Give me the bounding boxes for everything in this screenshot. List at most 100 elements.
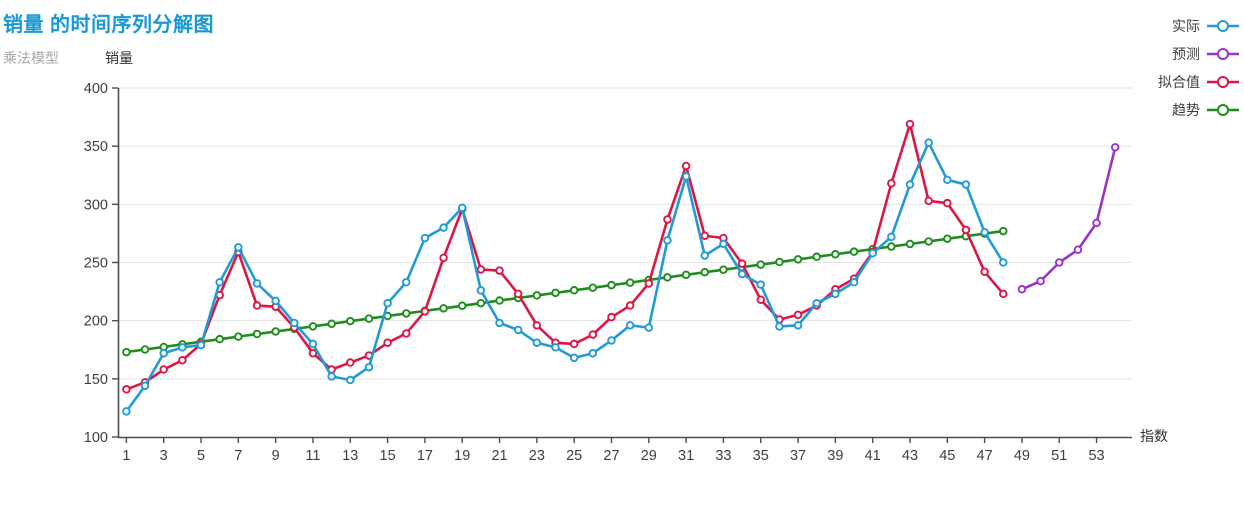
series-fitted-point xyxy=(625,301,635,310)
x-tick-label: 39 xyxy=(827,448,843,464)
legend-item-forecast[interactable]: 预测 xyxy=(1158,40,1240,68)
series-trend-point xyxy=(831,249,840,259)
series-trend-point xyxy=(905,239,915,249)
series-actual-line xyxy=(125,141,1005,413)
series-trend-point xyxy=(887,242,896,251)
series-forecast-point xyxy=(1017,285,1027,294)
series-actual-point xyxy=(178,343,187,352)
y-tick-label: 350 xyxy=(84,139,108,155)
series-fitted-point xyxy=(495,266,504,275)
series-fitted-point xyxy=(346,358,355,367)
series-actual-point xyxy=(625,321,635,330)
series-actual-point xyxy=(849,278,859,287)
series-actual-point xyxy=(551,343,560,352)
series-actual-point xyxy=(999,258,1008,267)
series-trend-point xyxy=(476,298,486,308)
series-actual-point xyxy=(812,298,821,308)
series-actual-point xyxy=(719,239,728,249)
series-actual-point xyxy=(681,172,691,181)
series-trend-point xyxy=(495,296,504,305)
series-actual-point xyxy=(775,322,784,331)
series-trend xyxy=(122,226,1008,357)
series-trend-point xyxy=(215,334,224,344)
series-trend-point xyxy=(234,332,243,341)
x-tick-label: 5 xyxy=(197,448,205,464)
series-fitted-point xyxy=(122,385,131,394)
series-fitted-point xyxy=(980,267,989,277)
series-trend-point xyxy=(271,327,280,336)
series-fitted-point xyxy=(532,321,542,330)
series-trend-point xyxy=(700,268,710,277)
x-tick-label: 43 xyxy=(902,448,918,464)
series-actual-point xyxy=(793,321,803,330)
series-trend-point xyxy=(943,234,952,244)
series-trend-point xyxy=(122,347,131,357)
series-forecast xyxy=(1017,143,1120,294)
x-tick-label: 3 xyxy=(160,448,168,464)
series-actual-point xyxy=(569,353,579,363)
series-actual-point xyxy=(532,338,542,348)
series-actual-point xyxy=(644,323,654,332)
legend-label-trend: 趋势 xyxy=(1172,102,1200,118)
series-fitted-point xyxy=(663,215,672,224)
series-trend-point xyxy=(551,288,560,298)
series-trend-point xyxy=(457,301,467,311)
series-actual-point xyxy=(700,251,710,260)
series-trend-point xyxy=(607,280,616,290)
series-actual-point xyxy=(607,336,616,345)
series-trend-point xyxy=(308,322,318,331)
series-actual-point xyxy=(290,318,299,328)
series-fitted-point xyxy=(681,161,691,171)
series-actual-point xyxy=(215,278,224,287)
series-trend-point xyxy=(625,278,635,287)
series-actual-point xyxy=(364,362,374,372)
series-trend-point xyxy=(719,265,728,274)
y-tick-label: 100 xyxy=(84,430,108,446)
series-actual-point xyxy=(943,175,952,185)
legend-item-actual[interactable]: 实际 xyxy=(1158,12,1240,40)
series-trend-point xyxy=(364,314,374,323)
series-fitted-point xyxy=(943,198,952,208)
series-actual-point xyxy=(756,280,765,289)
series-actual-point xyxy=(476,286,486,295)
series-fitted-point xyxy=(793,310,803,320)
series-actual-point xyxy=(980,228,989,237)
series-fitted-point xyxy=(401,329,411,338)
series-trend-point xyxy=(812,252,821,262)
legend-item-fitted[interactable]: 拟合值 xyxy=(1158,68,1240,96)
y-tick-label: 200 xyxy=(84,314,108,330)
series-actual-point xyxy=(346,375,355,385)
series-trend-point xyxy=(439,304,448,313)
series-fitted-point xyxy=(700,231,710,240)
legend-line-circle-icon xyxy=(1207,20,1239,32)
series-actual-point xyxy=(439,223,448,232)
y-tick-label: 250 xyxy=(84,256,108,272)
x-tick-label: 25 xyxy=(566,448,582,464)
series-actual-point xyxy=(588,348,598,358)
y-tick-label: 400 xyxy=(84,81,108,97)
series-trend-point xyxy=(999,226,1008,236)
y-axis-title: 销量 xyxy=(105,50,133,66)
series-fitted-point xyxy=(756,295,765,304)
series-fitted-point xyxy=(905,119,915,129)
series-actual-point xyxy=(327,372,336,381)
series-forecast-point xyxy=(1073,245,1083,254)
x-tick-label: 15 xyxy=(380,448,396,464)
series-fitted-point xyxy=(924,196,933,206)
series-fitted-point xyxy=(476,265,486,274)
x-tick-label: 21 xyxy=(491,448,507,464)
series-fitted-point xyxy=(383,338,392,348)
series-actual-point xyxy=(868,248,877,258)
series-forecast-line xyxy=(1021,147,1117,291)
series-trend-point xyxy=(588,283,598,292)
series-actual-point xyxy=(737,269,747,279)
x-tick-label: 29 xyxy=(641,448,657,464)
series-fitted-point xyxy=(961,225,971,235)
series-actual-point xyxy=(495,318,504,328)
series-forecast-point xyxy=(1054,258,1064,267)
series-fitted-point xyxy=(607,312,616,322)
series-fitted-point xyxy=(252,301,262,310)
legend-item-trend[interactable]: 趋势 xyxy=(1158,96,1240,124)
x-axis-title: 指数 xyxy=(1140,428,1168,444)
